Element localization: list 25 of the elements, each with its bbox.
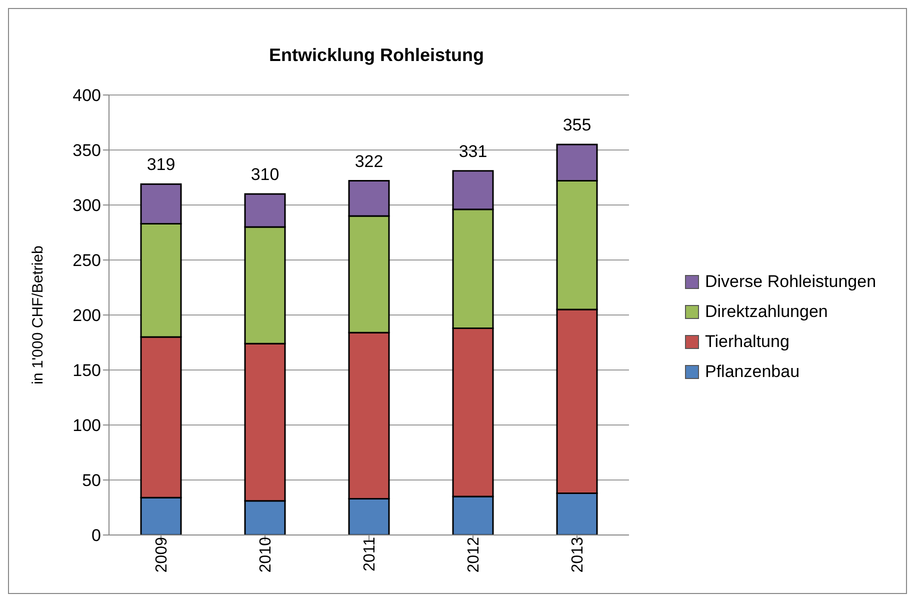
y-tick-label: 200 bbox=[72, 306, 101, 326]
legend-label: Diverse Rohleistungen bbox=[705, 272, 876, 292]
x-tick-label: 2013 bbox=[569, 536, 586, 573]
y-tick-label: 0 bbox=[92, 526, 101, 546]
y-tick-label: 150 bbox=[72, 361, 101, 380]
y-tick-label: 400 bbox=[72, 86, 101, 106]
y-tick-label: 50 bbox=[82, 471, 101, 490]
y-tick-label: 300 bbox=[72, 196, 101, 216]
total-label: 331 bbox=[458, 142, 488, 161]
total-label: 322 bbox=[354, 152, 384, 171]
x-tick-label: 2010 bbox=[257, 536, 274, 573]
chart-title: Entwicklung Rohleistung bbox=[268, 45, 485, 66]
total-label: 310 bbox=[250, 165, 280, 184]
y-tick-label: 350 bbox=[72, 141, 101, 160]
y-axis-title: in 1'000 CHF/Betrieb bbox=[29, 246, 46, 384]
legend-label: Tierhaltung bbox=[705, 332, 790, 352]
y-tick-label: 100 bbox=[72, 416, 101, 436]
x-tick-label: 2012 bbox=[465, 536, 482, 573]
total-label: 319 bbox=[146, 155, 176, 174]
total-label: 355 bbox=[562, 116, 592, 134]
x-tick-label: 2011 bbox=[361, 536, 378, 572]
legend-label: Direktzahlungen bbox=[705, 302, 828, 322]
legend-label: Pflanzenbau bbox=[705, 362, 800, 382]
x-tick-label: 2009 bbox=[153, 536, 170, 573]
y-tick-label: 250 bbox=[72, 251, 101, 270]
